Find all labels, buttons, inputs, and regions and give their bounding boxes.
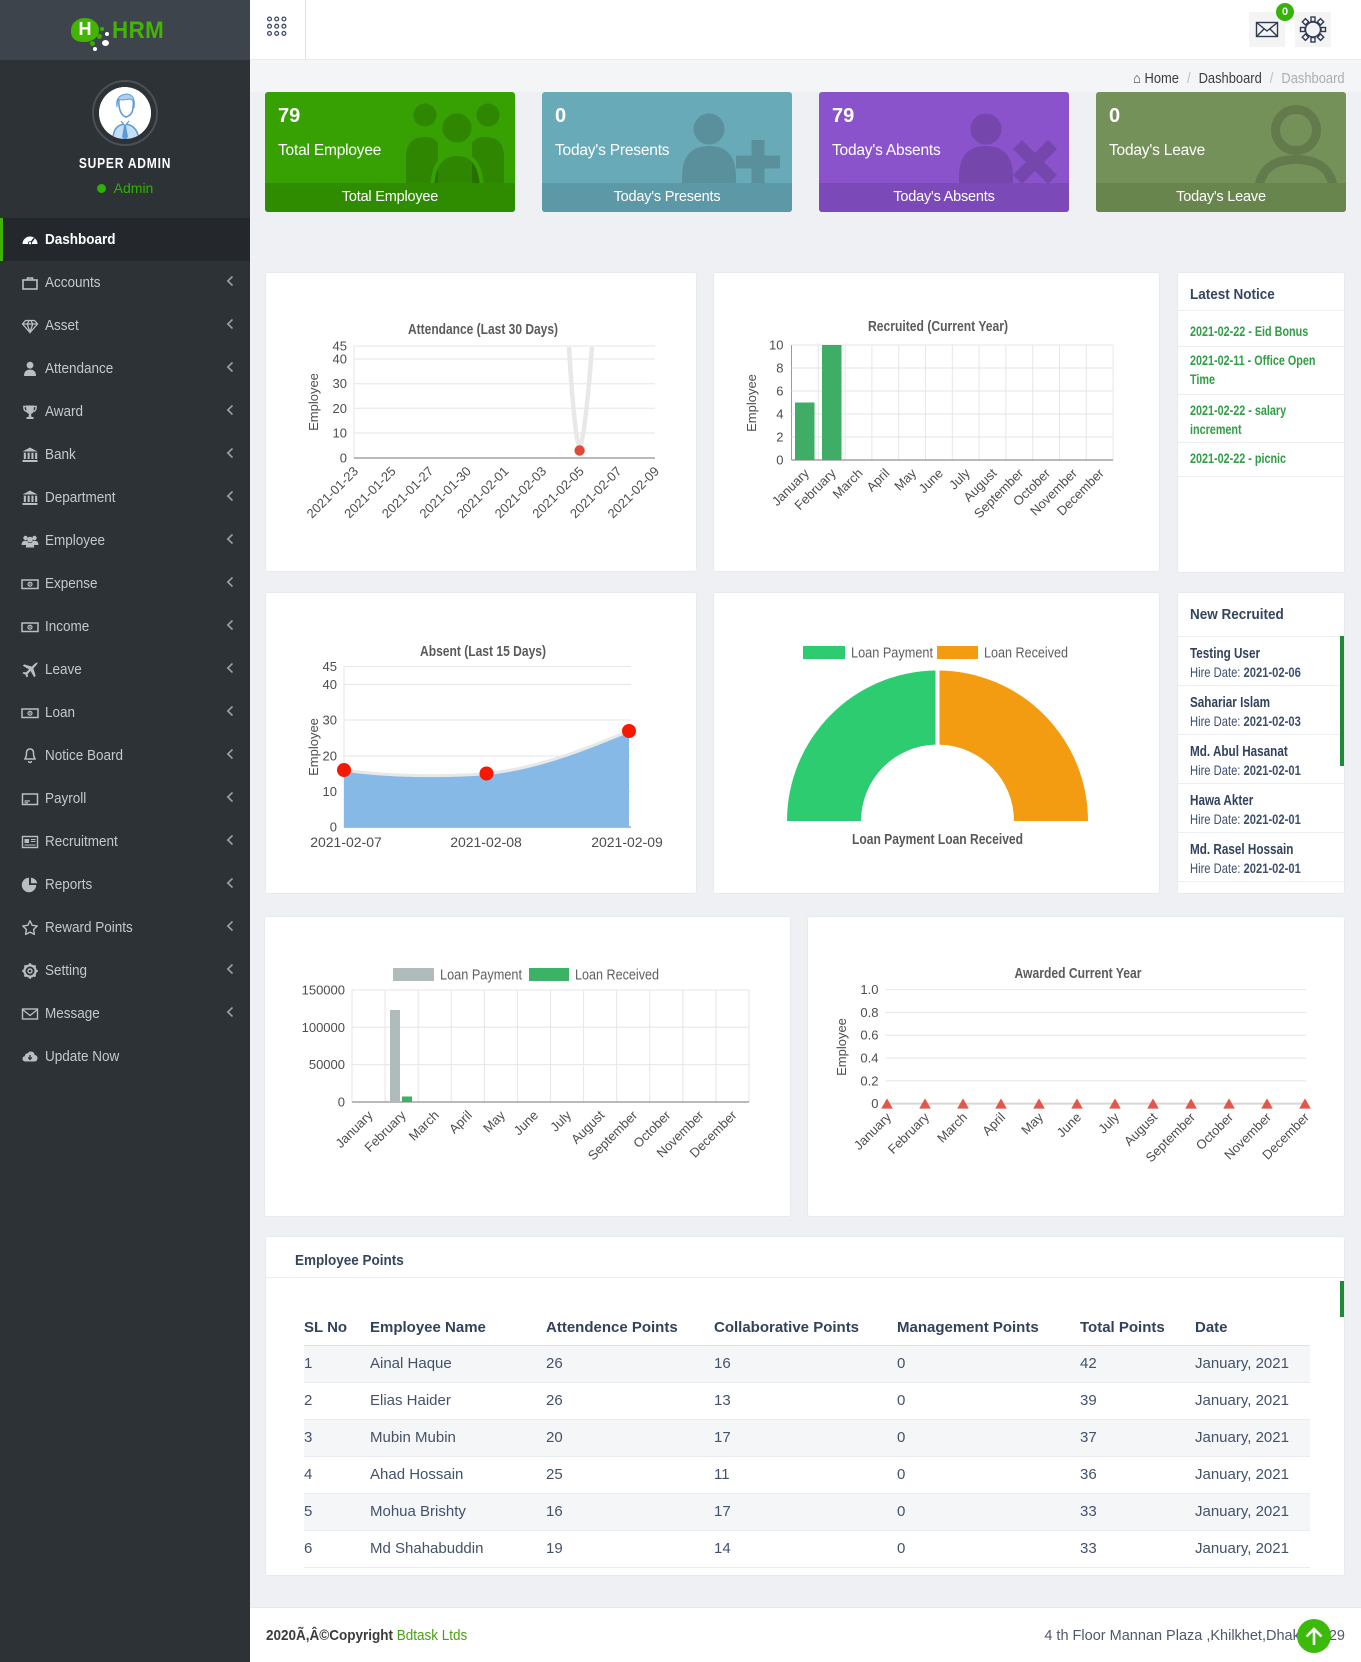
svg-text:2021-02-07: 2021-02-07	[310, 834, 382, 850]
svg-text:June: June	[511, 1108, 542, 1139]
svg-text:February: February	[885, 1109, 933, 1157]
svg-text:Recruited (Current Year): Recruited (Current Year)	[868, 319, 1008, 335]
svg-text:Employee: Employee	[306, 373, 321, 431]
svg-text:150000: 150000	[302, 983, 345, 998]
svg-text:Loan Received: Loan Received	[984, 645, 1068, 662]
svg-text:July: July	[1095, 1109, 1122, 1136]
svg-text:20: 20	[323, 749, 337, 764]
svg-text:March: March	[829, 466, 865, 502]
svg-text:June: June	[915, 466, 946, 497]
svg-text:May: May	[480, 1107, 508, 1135]
svg-text:100000: 100000	[302, 1020, 345, 1035]
svg-text:Attendance (Last 30 Days): Attendance (Last 30 Days)	[408, 322, 558, 338]
svg-text:June: June	[1054, 1110, 1085, 1141]
svg-text:Loan Payment Loan Received: Loan Payment Loan Received	[852, 831, 1023, 848]
svg-text:30: 30	[333, 376, 347, 391]
svg-text:2021-02-09: 2021-02-09	[591, 834, 663, 850]
svg-text:45: 45	[333, 339, 347, 354]
svg-text:45: 45	[323, 659, 337, 674]
svg-text:May: May	[891, 465, 919, 493]
svg-text:0.4: 0.4	[860, 1051, 878, 1066]
svg-text:0: 0	[338, 1095, 345, 1110]
svg-text:10: 10	[769, 338, 783, 353]
svg-text:April: April	[446, 1107, 475, 1136]
svg-text:30: 30	[323, 713, 337, 728]
svg-text:Employee: Employee	[306, 718, 321, 776]
svg-text:40: 40	[323, 677, 337, 692]
svg-text:March: March	[406, 1108, 442, 1144]
svg-text:2021-02-08: 2021-02-08	[450, 834, 522, 850]
svg-text:10: 10	[333, 426, 347, 441]
svg-text:10: 10	[323, 784, 337, 799]
svg-text:April: April	[979, 1109, 1008, 1138]
svg-text:Loan Payment: Loan Payment	[440, 967, 523, 984]
svg-text:0.8: 0.8	[860, 1005, 878, 1020]
svg-text:Loan Payment: Loan Payment	[851, 645, 934, 662]
svg-text:0: 0	[330, 820, 337, 835]
svg-text:50000: 50000	[309, 1057, 345, 1072]
svg-text:20: 20	[333, 401, 347, 416]
svg-text:Awarded Current Year: Awarded Current Year	[1015, 966, 1142, 982]
svg-text:40: 40	[333, 352, 347, 367]
svg-text:April: April	[863, 465, 892, 494]
svg-text:Loan Received: Loan Received	[575, 967, 659, 984]
svg-text:0: 0	[776, 453, 783, 468]
svg-text:July: July	[547, 1107, 574, 1134]
svg-text:Absent (Last 15 Days): Absent (Last 15 Days)	[420, 644, 546, 660]
svg-text:0: 0	[340, 451, 347, 466]
svg-text:4: 4	[776, 407, 783, 422]
svg-text:8: 8	[776, 361, 783, 376]
svg-text:0.2: 0.2	[860, 1073, 878, 1088]
svg-text:2: 2	[776, 430, 783, 445]
svg-text:0: 0	[871, 1096, 878, 1111]
svg-text:Employee: Employee	[744, 374, 759, 432]
svg-text:1.0: 1.0	[860, 982, 878, 997]
svg-text:March: March	[934, 1110, 970, 1146]
svg-text:May: May	[1018, 1109, 1046, 1137]
svg-text:0.6: 0.6	[860, 1028, 878, 1043]
svg-text:Employee: Employee	[834, 1018, 849, 1076]
svg-text:6: 6	[776, 384, 783, 399]
